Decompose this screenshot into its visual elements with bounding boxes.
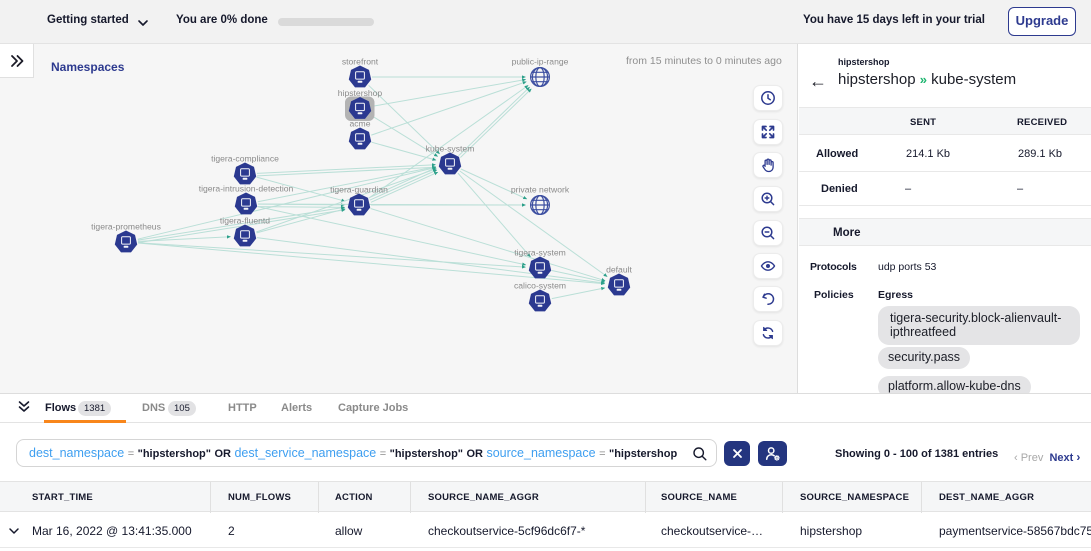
svg-text:tigera-guardian: tigera-guardian: [330, 184, 388, 194]
svg-text:calico-system: calico-system: [514, 280, 566, 290]
svg-text:default: default: [606, 264, 632, 274]
svg-text:tigera-system: tigera-system: [514, 247, 566, 257]
svg-text:public-ip-range: public-ip-range: [512, 56, 569, 66]
svg-text:hipstershop: hipstershop: [338, 88, 383, 98]
svg-text:kube-system: kube-system: [426, 143, 475, 153]
svg-text:storefront: storefront: [342, 56, 379, 66]
svg-text:tigera-intrusion-detection: tigera-intrusion-detection: [199, 183, 294, 193]
svg-text:tigera-fluentd: tigera-fluentd: [220, 215, 270, 225]
svg-text:private network: private network: [511, 184, 570, 194]
svg-text:tigera-prometheus: tigera-prometheus: [91, 221, 161, 231]
svg-text:acme: acme: [349, 118, 370, 128]
svg-text:tigera-compliance: tigera-compliance: [211, 153, 279, 163]
